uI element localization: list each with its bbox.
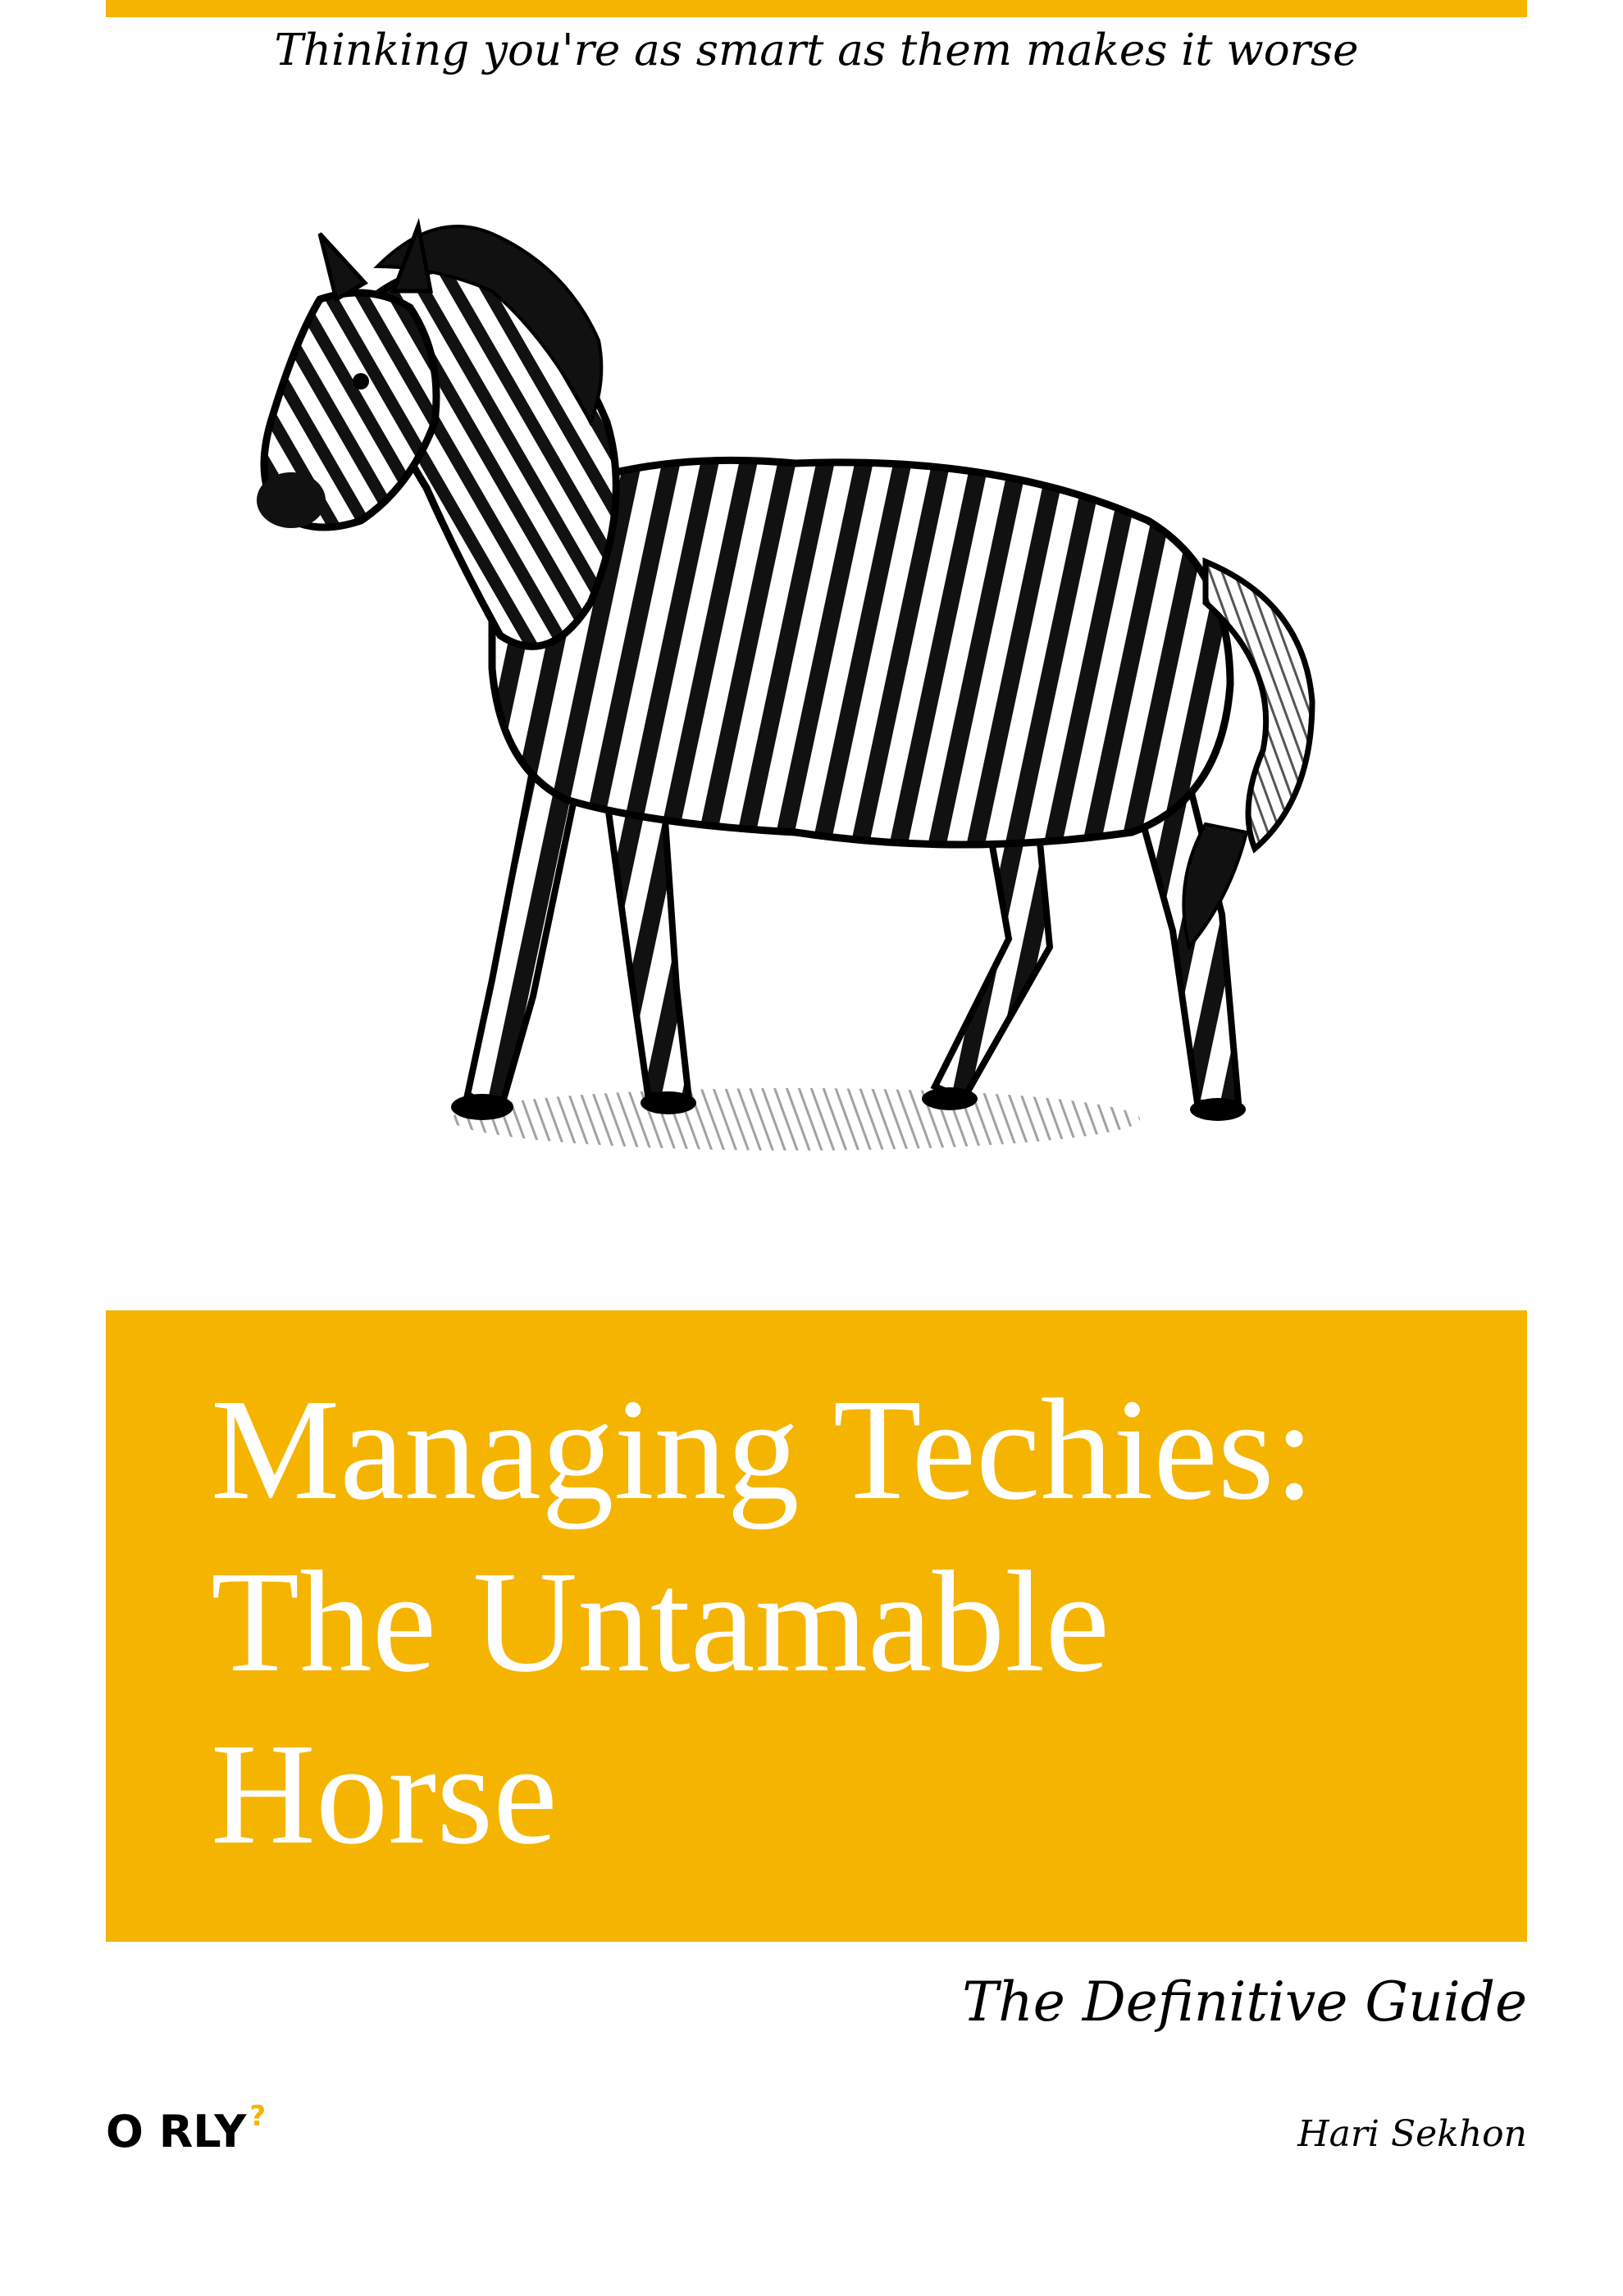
subtitle: The Definitive Guide: [962, 1970, 1527, 2034]
tagline: Thinking you're as smart as them makes i…: [274, 25, 1359, 75]
title-block: Managing Techies: The Untamable Horse: [106, 1310, 1527, 1942]
publisher-logo: O RLY?: [106, 2099, 266, 2171]
top-accent-bar: [106, 0, 1527, 17]
zebra-illustration-icon: [257, 217, 1315, 1150]
publisher-logo-question-mark: ?: [249, 2100, 267, 2133]
publisher-logo-text: O RLY: [106, 2106, 247, 2157]
title-line-1: Managing Techies:: [211, 1369, 1315, 1530]
title-line-3: Horse: [211, 1714, 558, 1875]
title-line-2: The Untamable: [211, 1542, 1110, 1702]
author-name: Hari Sekhon: [1297, 2113, 1527, 2155]
